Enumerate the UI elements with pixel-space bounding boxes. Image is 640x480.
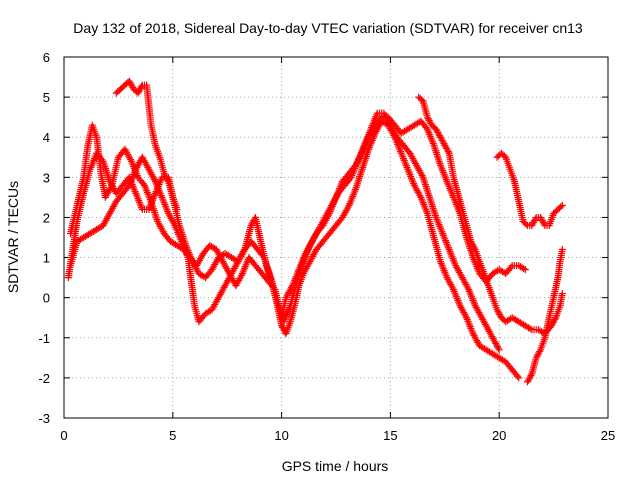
data-point (526, 325, 534, 333)
y-tick-label: -2 (38, 371, 50, 386)
data-point (416, 192, 424, 200)
data-point (520, 265, 528, 273)
data-point (449, 284, 457, 292)
data-point (415, 118, 423, 126)
y-tick-label: -1 (38, 331, 50, 346)
y-axis-label: SDTVAR / TECUs (5, 181, 21, 293)
data-point (507, 263, 515, 271)
y-tick-label: 2 (43, 210, 50, 225)
data-point (127, 156, 135, 164)
data-point (551, 315, 559, 323)
y-tick-label: 5 (43, 90, 50, 105)
data-point (558, 290, 566, 298)
x-tick-label: 20 (492, 428, 506, 443)
y-tick-label: 6 (43, 50, 50, 65)
data-point (150, 176, 158, 184)
grid (64, 57, 608, 418)
data-point (558, 201, 566, 209)
data-point (527, 371, 535, 379)
y-tick-label: 1 (43, 251, 50, 266)
x-tick-label: 5 (169, 428, 176, 443)
data-point (170, 220, 178, 228)
data-point (464, 284, 472, 292)
x-axis-label: GPS time / hours (282, 458, 389, 474)
data-point (344, 203, 352, 211)
data-point (462, 312, 470, 320)
data-point (531, 215, 539, 223)
data-point (495, 346, 503, 354)
x-tick-label: 10 (274, 428, 288, 443)
data-point (521, 266, 529, 274)
x-tick-label: 15 (383, 428, 397, 443)
data-point (107, 183, 115, 191)
data-point (376, 115, 384, 123)
data-point (325, 211, 333, 219)
x-tick-label: 25 (601, 428, 615, 443)
data-point (418, 172, 426, 180)
data-point (494, 344, 502, 352)
data-point (515, 374, 523, 382)
y-tick-label: 0 (43, 291, 50, 306)
data-point (470, 244, 478, 252)
data-points (64, 77, 566, 386)
ticks: 0 5 10 15 20 25 -3 -2 -1 0 1 2 3 4 5 6 (38, 50, 615, 443)
data-point (200, 273, 208, 281)
y-tick-label: 4 (43, 130, 50, 145)
data-point (444, 148, 452, 156)
y-tick-label: -3 (38, 411, 50, 426)
data-point (540, 220, 548, 228)
chart-title: Day 132 of 2018, Sidereal Day-to-day VTE… (73, 20, 583, 36)
plot-frame (63, 56, 609, 419)
data-point (357, 151, 365, 159)
data-point (557, 203, 565, 211)
data-point (513, 372, 521, 380)
data-point (522, 220, 530, 228)
data-point (173, 205, 181, 213)
data-point (558, 246, 566, 254)
y-tick-label: 3 (43, 170, 50, 185)
data-point (536, 347, 544, 355)
data-point (500, 269, 508, 277)
x-tick-label: 0 (60, 428, 67, 443)
data-point (237, 271, 245, 279)
data-point (164, 176, 172, 184)
